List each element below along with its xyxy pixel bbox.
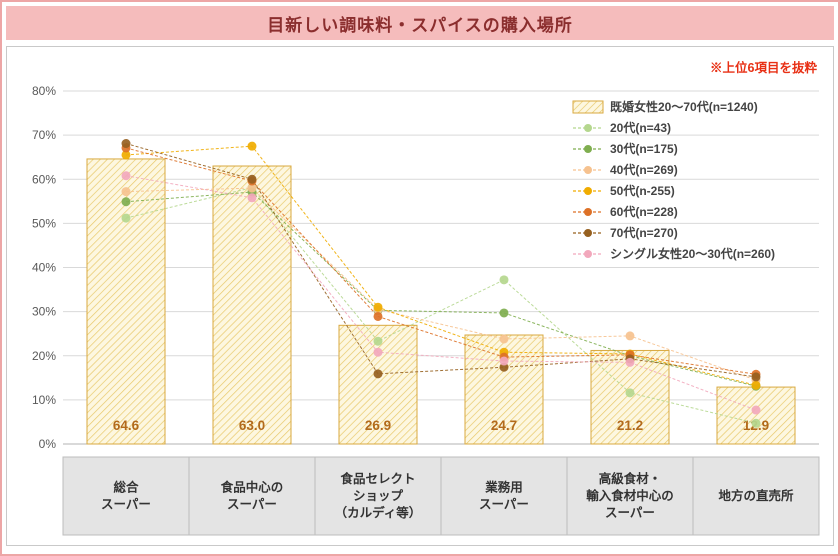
data-point (499, 308, 509, 318)
data-point (751, 418, 761, 428)
data-point (751, 372, 761, 382)
legend-marker (584, 208, 592, 216)
legend-label: 40代(n=269) (610, 162, 678, 177)
data-point (751, 405, 761, 415)
y-tick-label: 80% (32, 84, 56, 98)
chart: 0% 10% 20% 30% 40% 50% 60% 70% 80% 64.6 63.0 26.9 24… (32, 84, 820, 536)
data-point (121, 197, 131, 207)
data-point (499, 362, 509, 372)
data-point (121, 139, 131, 149)
y-tick-label: 50% (32, 216, 56, 230)
legend-label: 50代(n-255) (610, 183, 675, 198)
category-label: 高級食材・ (599, 471, 662, 486)
y-tick-label: 0% (39, 437, 57, 451)
data-point (121, 150, 131, 160)
category-label: 地方の直売所 (718, 488, 794, 503)
category-label: 総合 (113, 480, 139, 495)
data-point (373, 369, 383, 379)
data-point (121, 187, 131, 197)
data-point (373, 336, 383, 346)
legend-marker (584, 187, 592, 195)
legend-marker (584, 250, 592, 258)
legend-label: 20代(n=43) (610, 120, 671, 135)
bar-series: 64.663.026.924.721.212.9 (86, 158, 796, 445)
legend-marker (584, 166, 592, 174)
data-point (499, 275, 509, 285)
data-point (751, 380, 761, 390)
category-label: 輸入食材中心の (586, 488, 674, 503)
legend-swatch-bar (572, 100, 604, 114)
bar-value-label: 64.6 (113, 418, 140, 433)
legend-label: 30代(n=175) (610, 141, 678, 156)
legend-marker (584, 145, 592, 153)
bar-value-label: 21.2 (617, 418, 643, 433)
category-label: 食品中心の (220, 480, 284, 495)
data-point (247, 183, 257, 193)
category-label: 業務用 (484, 480, 523, 495)
data-point (247, 141, 257, 151)
legend-marker (584, 124, 592, 132)
y-tick-label: 70% (32, 128, 56, 142)
data-point (247, 174, 257, 184)
data-point (373, 302, 383, 312)
category-label: スーパー (605, 506, 655, 520)
y-tick-label: 10% (32, 393, 56, 407)
line-series (125, 187, 757, 381)
note-top-items: ※上位6項目を抜粋 (710, 61, 817, 75)
y-tick-label: 20% (32, 349, 56, 363)
category-label: スーパー (479, 498, 529, 512)
legend-label: 既婚女性20～70代(n=1240) (610, 99, 758, 114)
legend-label: 70代(n=270) (610, 225, 678, 240)
legend-label: シングル女性20～30代(n=260) (610, 246, 775, 261)
legend-label: 60代(n=228) (610, 204, 678, 219)
bar (212, 165, 292, 445)
category-label: スーパー (227, 498, 277, 512)
line-series (125, 175, 757, 411)
data-point (247, 193, 257, 203)
bar (716, 386, 796, 445)
bar-value-label: 26.9 (365, 418, 391, 433)
category-label: スーパー (101, 498, 151, 512)
data-point (625, 331, 635, 341)
category-label: 食品セレクト (339, 471, 415, 486)
line-series (125, 143, 757, 378)
line-series (125, 147, 757, 375)
chart-panel: ※上位6項目を抜粋 0% 10% 20% 30% 40% 50% 60% 70% 80% 64.6… (6, 46, 834, 546)
data-point (373, 311, 383, 321)
data-point (373, 347, 383, 357)
y-tick-label: 60% (32, 172, 56, 186)
data-point (121, 171, 131, 181)
page-title: 目新しい調味料・スパイスの購入場所 (267, 15, 573, 35)
legend: 既婚女性20～70代(n=1240) 20代(n=43) 30代(n=175) 40代… (572, 99, 775, 261)
data-point (121, 213, 131, 223)
bar (86, 158, 166, 445)
category-label: ショップ (353, 488, 404, 503)
y-tick-label: 30% (32, 305, 56, 319)
data-point (625, 388, 635, 398)
line-series (125, 145, 757, 386)
y-axis: 0% 10% 20% 30% 40% 50% 60% 70% 80% (32, 84, 819, 451)
data-point (625, 357, 635, 367)
data-point (499, 356, 509, 366)
legend-marker (584, 229, 592, 237)
category-label: （カルディ等） (335, 505, 422, 520)
data-point (499, 334, 509, 344)
bar-value-label: 63.0 (239, 418, 265, 433)
bar-value-label: 24.7 (491, 418, 517, 433)
y-tick-label: 40% (32, 261, 56, 275)
chart-title-bar: 目新しい調味料・スパイスの購入場所 (6, 6, 834, 40)
